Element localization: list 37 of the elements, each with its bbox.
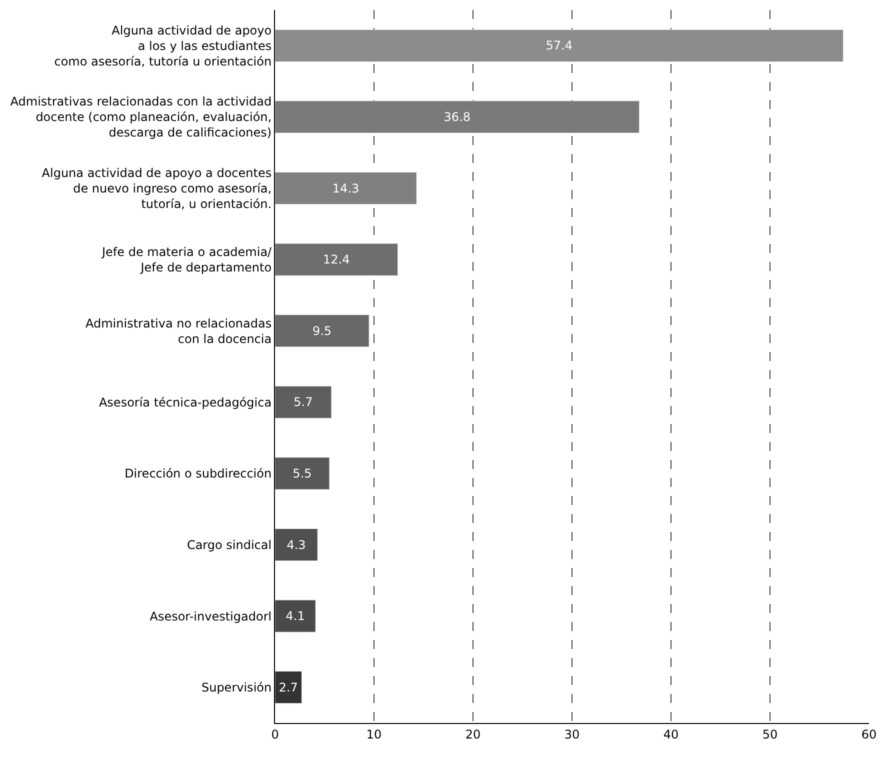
bar xyxy=(275,600,316,632)
y-tick-label: Supervisión xyxy=(201,680,272,695)
y-tick-label: Administrativa no relacionadas con la docencia xyxy=(86,316,272,346)
x-tick-label: 0 xyxy=(271,727,279,742)
data-label: 5.7 xyxy=(294,395,313,410)
y-tick-label: Alguna actividad de apoyo a los y las estudiantes como asesoría, tutoría u orientación xyxy=(54,23,272,68)
data-label: 12.4 xyxy=(323,252,350,267)
x-tick-label: 30 xyxy=(564,727,580,742)
y-tick-label: Alguna actividad de apoyo a docentes de nuevo ingreso como asesoría, tutoría, u orientación. xyxy=(42,166,272,212)
bar xyxy=(275,100,640,134)
data-label: 36.8 xyxy=(444,110,471,124)
bar xyxy=(275,243,398,276)
bar xyxy=(275,29,844,62)
data-label: 9.5 xyxy=(312,324,332,338)
x-tick-label: 50 xyxy=(762,727,778,742)
data-label: 4.3 xyxy=(286,538,306,552)
y-tick-label: Asesor-investigadorl xyxy=(150,609,272,624)
x-tick-label: 40 xyxy=(663,727,679,742)
data-label: 57.4 xyxy=(546,38,572,53)
bar xyxy=(275,314,370,348)
y-tick-label: Jefe de materia o academia/ Jefe de departamento xyxy=(100,244,273,275)
bar xyxy=(275,386,332,418)
bar xyxy=(275,172,417,205)
x-tick-label: 20 xyxy=(465,727,481,742)
bar xyxy=(275,528,318,562)
data-label: 14.3 xyxy=(332,181,360,196)
x-tick-label: 60 xyxy=(861,727,877,742)
data-label: 4.1 xyxy=(286,609,305,624)
y-tick-label: Cargo sindical xyxy=(186,538,272,552)
y-tick-label: Dirección o subdirección xyxy=(124,466,272,481)
y-tick-label: Admistrativas relacionadas con la actividad docente (como planeación, evaluación, descarga de calificaciones) xyxy=(10,94,272,140)
data-label: 2.7 xyxy=(278,680,298,694)
y-tick-label: Asesoría técnica-pedagógica xyxy=(98,395,272,410)
data-label: 5.5 xyxy=(292,466,312,480)
bar xyxy=(275,671,302,704)
x-tick-label: 10 xyxy=(366,727,382,742)
bar xyxy=(275,457,330,490)
